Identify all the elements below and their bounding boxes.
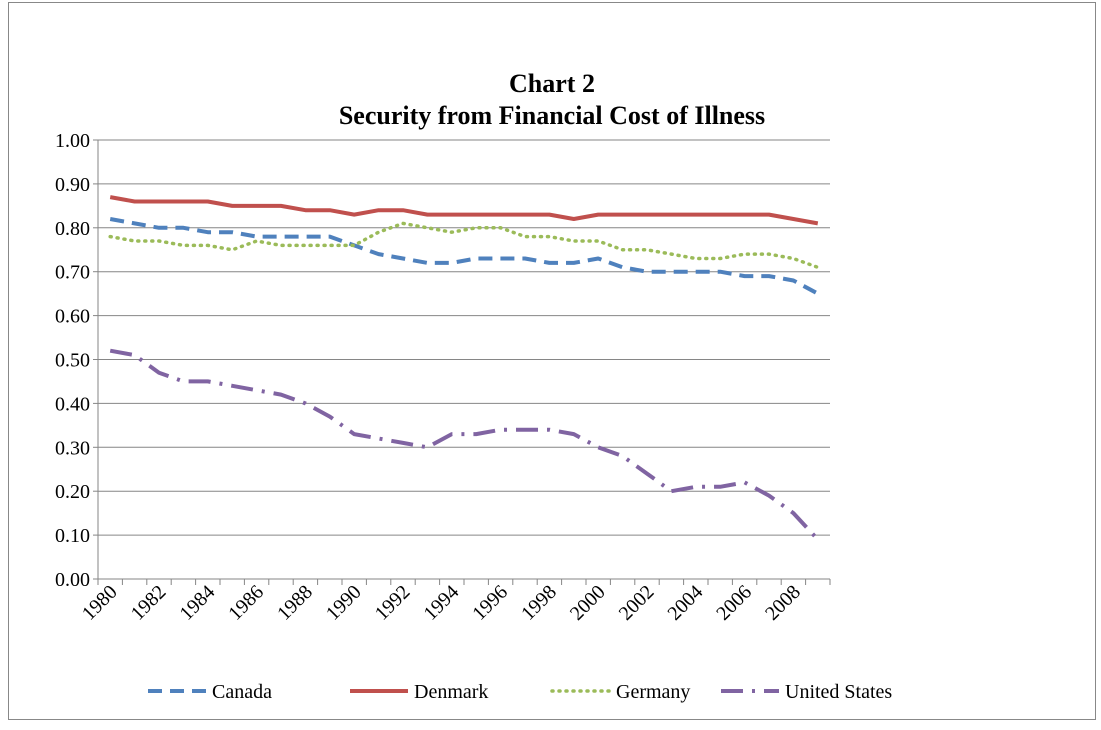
y-tick-label: 0.90 bbox=[55, 174, 90, 196]
y-tick-label: 0.80 bbox=[55, 218, 90, 240]
series-line bbox=[108, 221, 820, 270]
legend-label: Denmark bbox=[414, 681, 488, 703]
y-tick-label: 0.00 bbox=[55, 569, 90, 591]
chart-subtitle: Security from Financial Cost of Illness bbox=[339, 101, 765, 130]
chart-border bbox=[8, 2, 1096, 720]
chart-title: Chart 2 bbox=[509, 69, 595, 98]
legend-label: Germany bbox=[616, 681, 690, 703]
y-tick-label: 0.20 bbox=[55, 481, 90, 503]
y-tick-label: 1.00 bbox=[55, 130, 90, 152]
y-tick-label: 0.50 bbox=[55, 350, 90, 372]
y-tick-label: 0.70 bbox=[55, 262, 90, 284]
y-tick-label: 0.40 bbox=[55, 393, 90, 415]
legend-label: United States bbox=[785, 681, 892, 703]
legend-label: Canada bbox=[212, 681, 272, 703]
series-line bbox=[109, 217, 819, 296]
y-tick-label: 0.30 bbox=[55, 437, 90, 459]
series-line bbox=[109, 195, 819, 226]
series-line bbox=[109, 348, 820, 541]
y-tick-label: 0.10 bbox=[55, 525, 90, 547]
y-tick-label: 0.60 bbox=[55, 306, 90, 328]
